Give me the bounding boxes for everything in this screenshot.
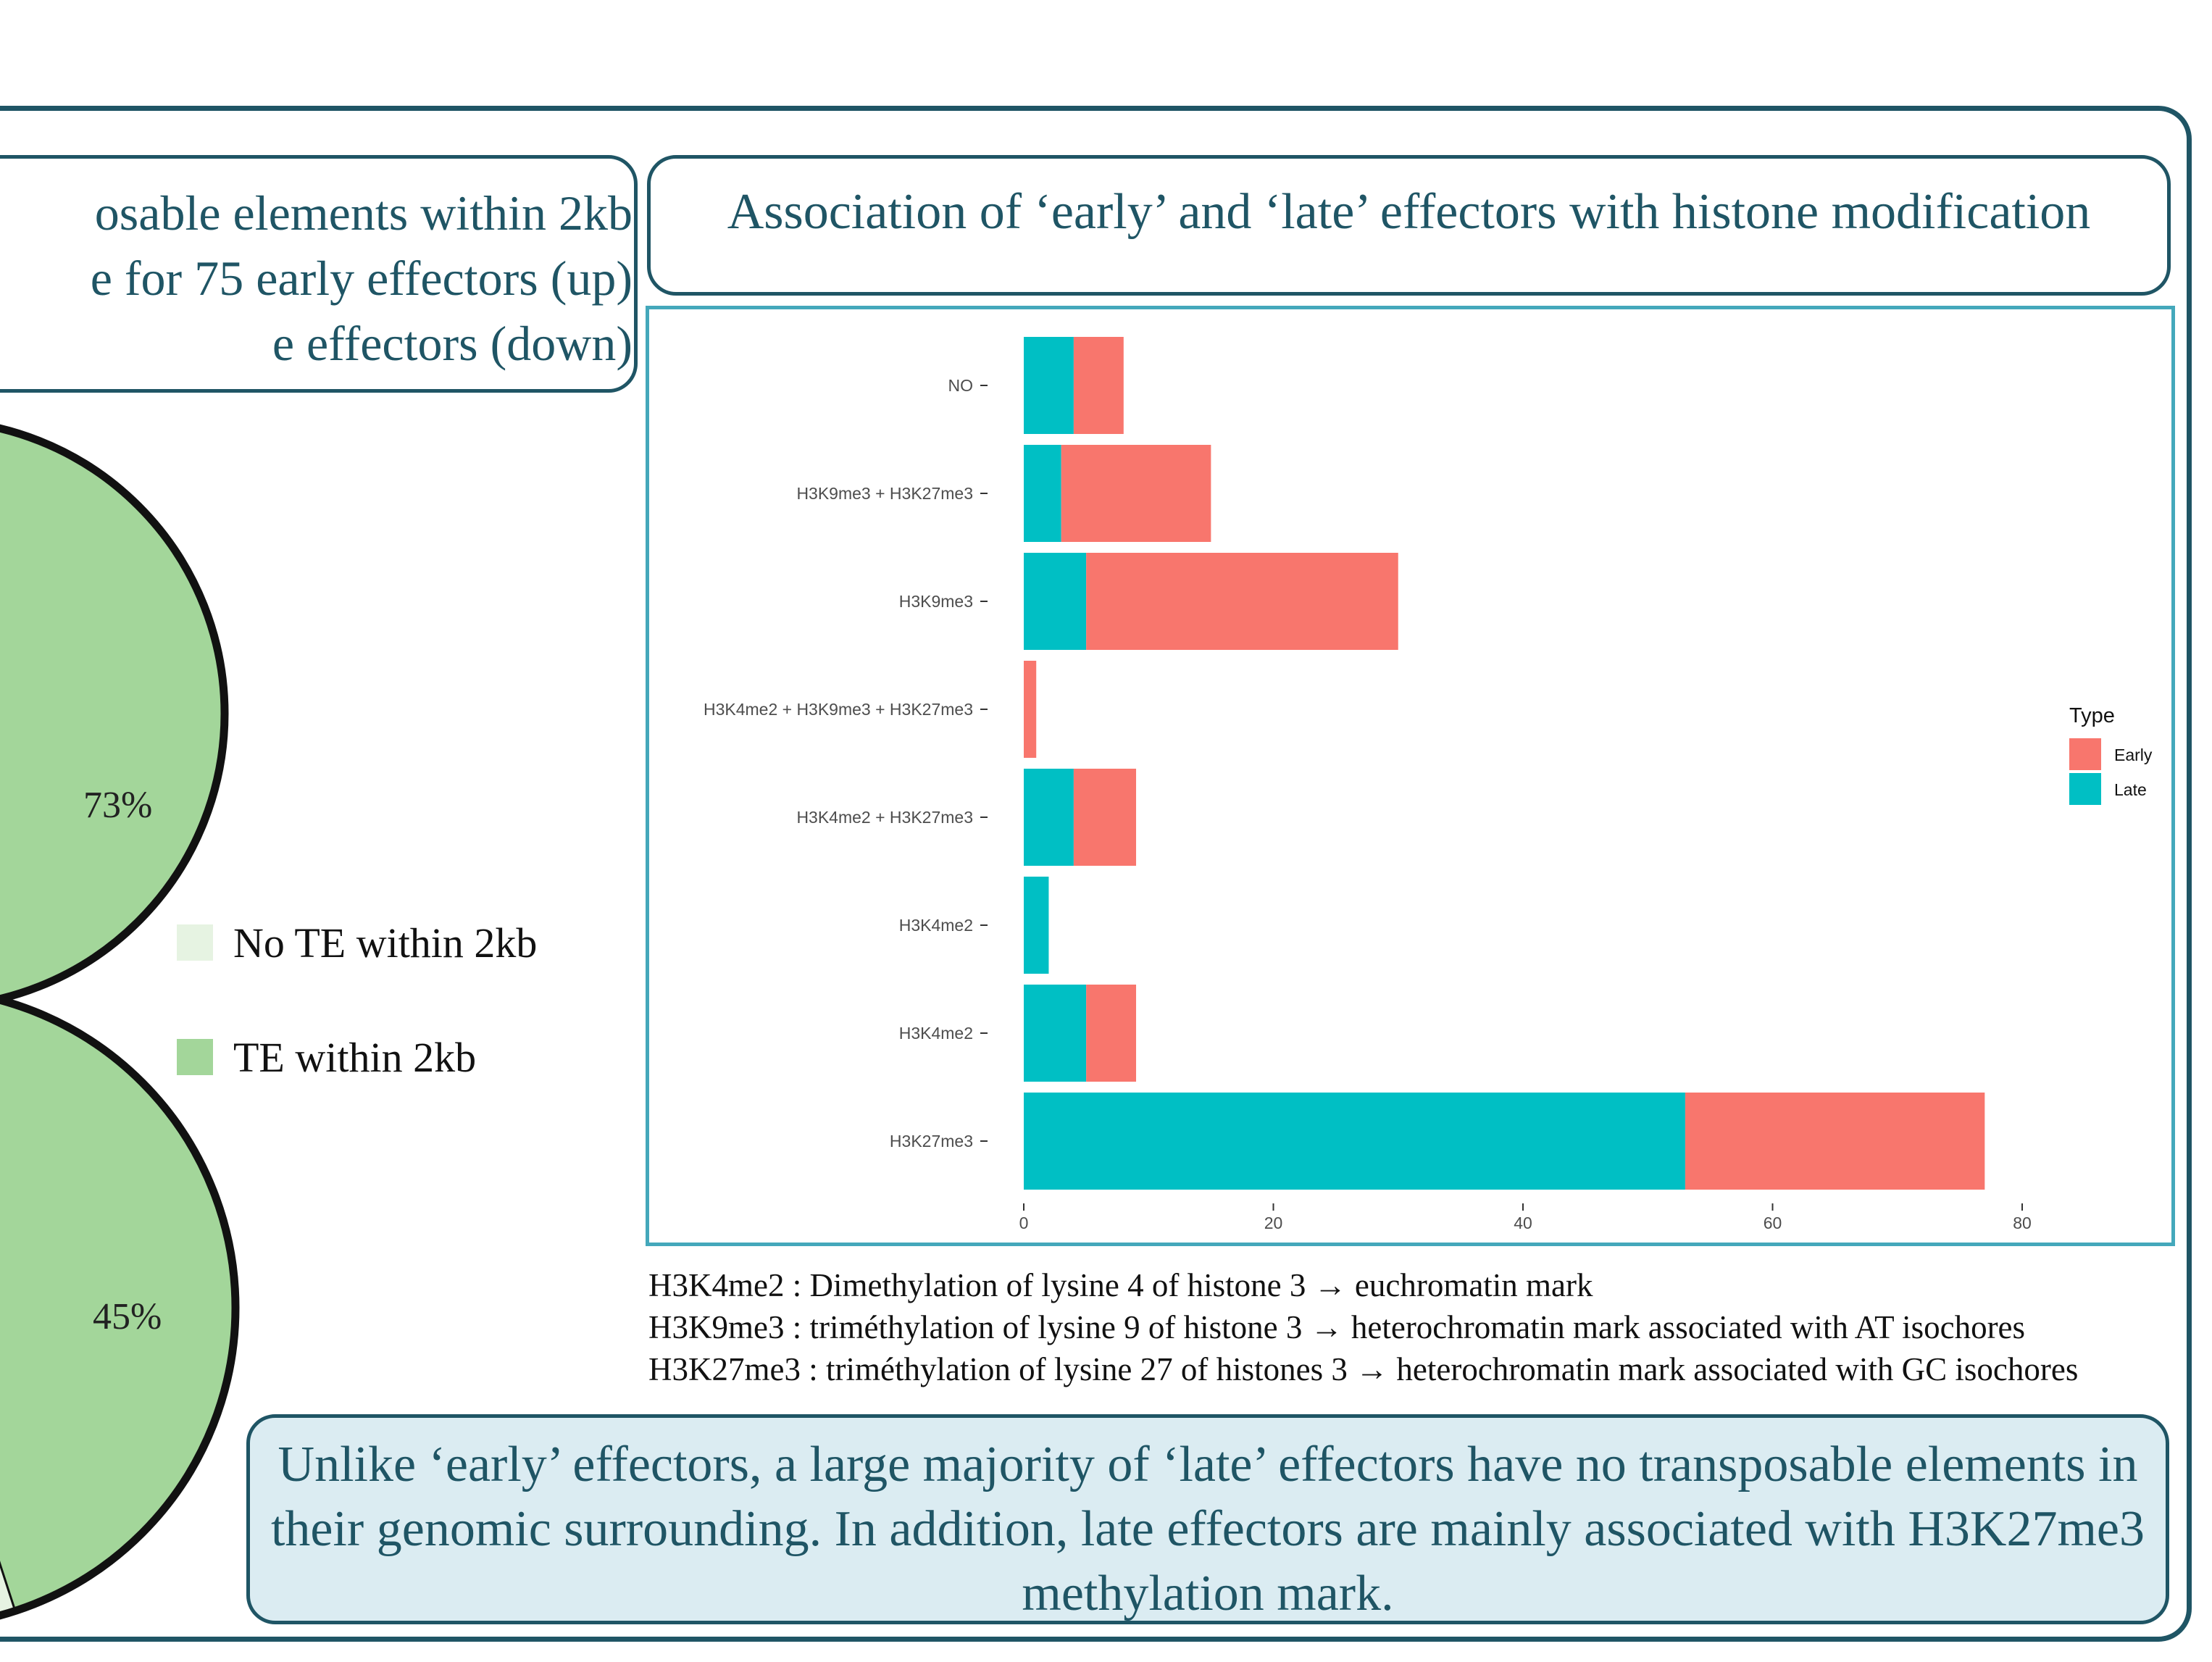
bar-segment-late (1024, 553, 1087, 650)
bar-segment-early (1685, 1093, 1985, 1190)
legend-swatch-no-te (177, 924, 213, 961)
note-h3k27me3: H3K27me3 : triméthylation of lysine 27 o… (648, 1351, 2079, 1387)
x-tick-label: 60 (1764, 1214, 1782, 1232)
poster-frame (0, 106, 2192, 1642)
y-tick-label: NO (948, 376, 974, 395)
left-title-line-3: e effectors (down) (272, 316, 633, 371)
x-tick-label: 40 (1514, 1214, 1532, 1232)
bar-segment-late (1024, 769, 1074, 866)
bar-segment-early (1086, 985, 1137, 1082)
pie-early-effectors (0, 424, 229, 1003)
bar-segment-late (1024, 445, 1061, 542)
right-title: Association of ‘early’ and ‘late’ effect… (727, 184, 2091, 240)
pie-outline (0, 995, 240, 1620)
conclusion-box: Unlike ‘early’ effectors, a large majori… (246, 1414, 2169, 1624)
note-h3k9me3: H3K9me3 : triméthylation of lysine 9 of … (648, 1309, 2026, 1345)
bar-segment-late (1024, 1093, 1685, 1190)
bar-segment-early (1086, 553, 1398, 650)
histone-notes: H3K4me2 : Dimethylation of lysine 4 of h… (648, 1264, 2206, 1390)
right-title-box: Association of ‘early’ and ‘late’ effect… (647, 155, 2171, 296)
x-tick-label: 20 (1264, 1214, 1283, 1232)
pie-slice-te (0, 427, 226, 1001)
legend-swatch-early (2069, 738, 2101, 770)
y-tick-label: H3K4me2 (899, 916, 973, 935)
pie-outline (0, 424, 229, 1003)
legend-label-early: Early (2114, 746, 2153, 764)
pie-legend-te: TE within 2kb (177, 1033, 477, 1082)
pie-early-percent-label: 73% (83, 785, 153, 826)
legend-swatch-te (177, 1039, 213, 1075)
pie-late-percent-label: 45% (93, 1296, 162, 1337)
legend-title: Type (2069, 704, 2115, 727)
bar-segment-early (1024, 661, 1037, 758)
bar-segment-early (1061, 445, 1211, 542)
pie-charts (0, 424, 240, 1620)
left-title-box: osable elements within 2kb e for 75 earl… (0, 155, 638, 393)
legend-label-te: TE within 2kb (233, 1034, 477, 1081)
y-tick-label: H3K4me2 + H3K9me3 + H3K27me3 (704, 700, 973, 719)
x-tick-label: 0 (1019, 1214, 1029, 1232)
left-title-line-1: osable elements within 2kb (94, 185, 633, 241)
y-tick-label: H3K27me3 (890, 1132, 973, 1151)
legend-swatch-late (2069, 773, 2101, 805)
legend-label-late: Late (2114, 780, 2147, 799)
left-title-line-2: e for 75 early effectors (up) (90, 251, 633, 306)
y-tick-label: H3K9me3 (899, 592, 973, 611)
bar-segment-late (1024, 985, 1087, 1082)
note-h3k4me2: H3K4me2 : Dimethylation of lysine 4 of h… (648, 1267, 1593, 1303)
y-tick-label: H3K9me3 + H3K27me3 (796, 484, 973, 503)
bar-segment-early (1073, 337, 1124, 434)
legend-label-no-te: No TE within 2kb (233, 919, 538, 966)
bar-chart: NO H3K9me3 + H3K27me3 H3K9me3 H3K4me2 + H3K… (704, 337, 2153, 1232)
bar-chart-frame: NO H3K9me3 + H3K27me3 H3K9me3 H3K4me2 + H3K… (646, 306, 2175, 1246)
bar-segment-early (1073, 769, 1137, 866)
left-title: osable elements within 2kb e for 75 earl… (9, 180, 633, 376)
bar-segment-late (1024, 877, 1049, 974)
x-tick-label: 80 (2013, 1214, 2032, 1232)
bar-segment-late (1024, 337, 1074, 434)
pie-legend-no-te: No TE within 2kb (177, 919, 538, 967)
conclusion-text: Unlike ‘early’ effectors, a large majori… (270, 1437, 2145, 1621)
y-tick-label: H3K4me2 + H3K27me3 (796, 808, 973, 827)
pie-late-effectors (0, 995, 240, 1620)
y-tick-label: H3K4me2 (899, 1024, 973, 1043)
